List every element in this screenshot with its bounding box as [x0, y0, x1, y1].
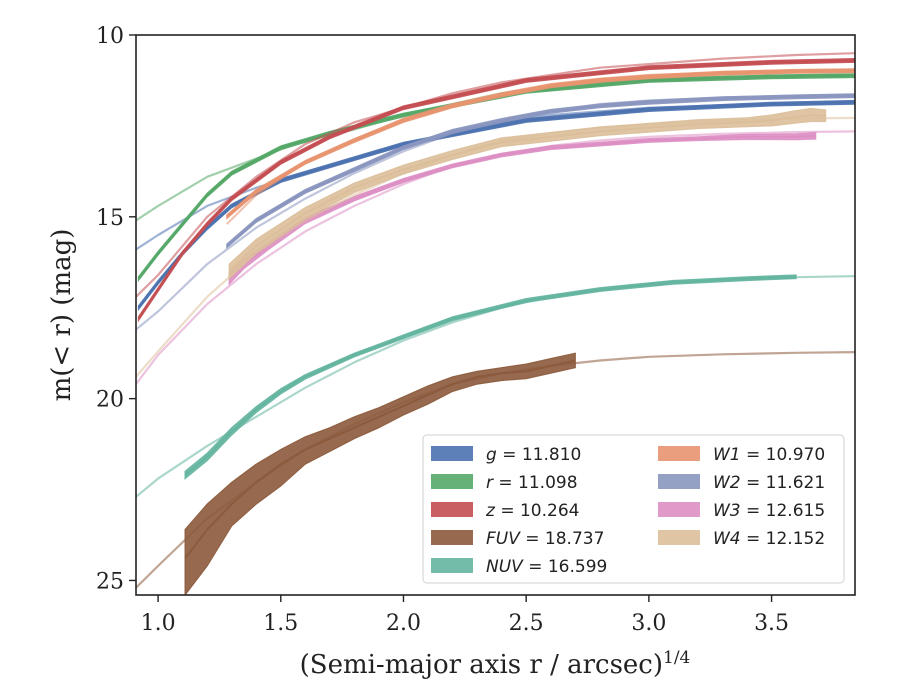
- y-tick-label: 10: [96, 24, 124, 49]
- data-band-r: [137, 73, 855, 283]
- model-curve-z: [136, 52, 855, 298]
- y-tick-label: 15: [96, 206, 124, 231]
- legend-swatch: [658, 446, 700, 461]
- plot-frame: [135, 34, 856, 596]
- series-z: [136, 52, 855, 323]
- series-w4: [136, 107, 855, 378]
- x-tick-label: 3.5: [754, 611, 789, 636]
- x-tick-label: 3.0: [631, 611, 666, 636]
- legend-swatch: [658, 530, 700, 545]
- legend-item-z: z = 10.264: [431, 501, 579, 521]
- x-axis-label-main: (Semi-major axis r / arcsec): [300, 650, 663, 680]
- legend-label: NUV = 16.599: [486, 557, 607, 577]
- legend-item-w4: W4 = 12.152: [658, 529, 825, 549]
- series-fuv: [136, 351, 855, 595]
- legend-label: W4 = 12.152: [713, 529, 825, 549]
- legend-swatch: [431, 558, 473, 573]
- data-band-fuv: [184, 352, 576, 595]
- tick-layer: 1.0 1.5 2.0 2.5 3.0 3.5 10 15 20 25: [96, 24, 789, 636]
- legend-swatch: [431, 446, 473, 461]
- y-tick-label: 25: [96, 569, 124, 594]
- legend-item-nuv: NUV = 16.599: [431, 557, 607, 577]
- x-axis-label: (Semi-major axis r / arcsec)1/4: [300, 648, 691, 680]
- data-curve-fuv: [184, 359, 576, 560]
- legend-item-r: r = 11.098: [431, 473, 578, 493]
- x-axis-label-exponent: 1/4: [663, 648, 690, 668]
- legend-label: W1 = 10.970: [713, 445, 825, 465]
- legend-item-fuv: FUV = 18.737: [431, 529, 604, 549]
- legend-item-w3: W3 = 12.615: [658, 501, 825, 521]
- legend-swatch: [431, 474, 473, 489]
- data-curve-w2: [226, 94, 855, 247]
- legend-label: FUV = 18.737: [486, 529, 604, 549]
- legend: g = 11.810 r = 11.098 z = 10.264 FUV = 18.7…: [422, 434, 845, 584]
- legend-label: W3 = 12.615: [713, 501, 825, 521]
- x-tick-label: 1.0: [141, 611, 176, 636]
- legend-box: [422, 434, 845, 584]
- data-band-g: [137, 99, 855, 312]
- data-band-z: [137, 57, 855, 323]
- series-layer: [136, 52, 855, 595]
- legend-label: g = 11.810: [486, 445, 581, 465]
- data-curve-z: [137, 59, 855, 320]
- legend-label: r = 11.098: [486, 473, 578, 493]
- data-curve-nuv: [184, 275, 797, 476]
- legend-item-g: g = 11.810: [431, 445, 581, 465]
- data-curve-w1: [226, 69, 855, 218]
- series-nuv: [136, 274, 855, 498]
- legend-label: W2 = 11.621: [713, 473, 825, 493]
- legend-label: z = 10.264: [485, 501, 579, 521]
- legend-swatch: [431, 530, 473, 545]
- legend-swatch: [658, 474, 700, 489]
- model-curve-w2: [136, 93, 855, 331]
- legend-swatch: [658, 502, 700, 517]
- data-band-w1: [226, 68, 855, 220]
- x-tick-label: 1.5: [263, 611, 298, 636]
- series-w2: [136, 93, 855, 331]
- legend-swatch: [431, 502, 473, 517]
- legend-item-w2: W2 = 11.621: [658, 473, 825, 493]
- x-tick-label: 2.0: [386, 611, 421, 636]
- series-w1: [226, 68, 855, 225]
- y-tick-label: 20: [96, 388, 124, 413]
- data-curve-r: [137, 74, 855, 280]
- x-tick-label: 2.5: [509, 611, 544, 636]
- legend-item-w1: W1 = 10.970: [658, 445, 825, 465]
- y-axis-label: m(< r) (mag): [47, 229, 77, 402]
- data-band-w3: [228, 131, 817, 286]
- data-band-w4: [228, 107, 827, 281]
- data-curve-w4: [228, 114, 826, 273]
